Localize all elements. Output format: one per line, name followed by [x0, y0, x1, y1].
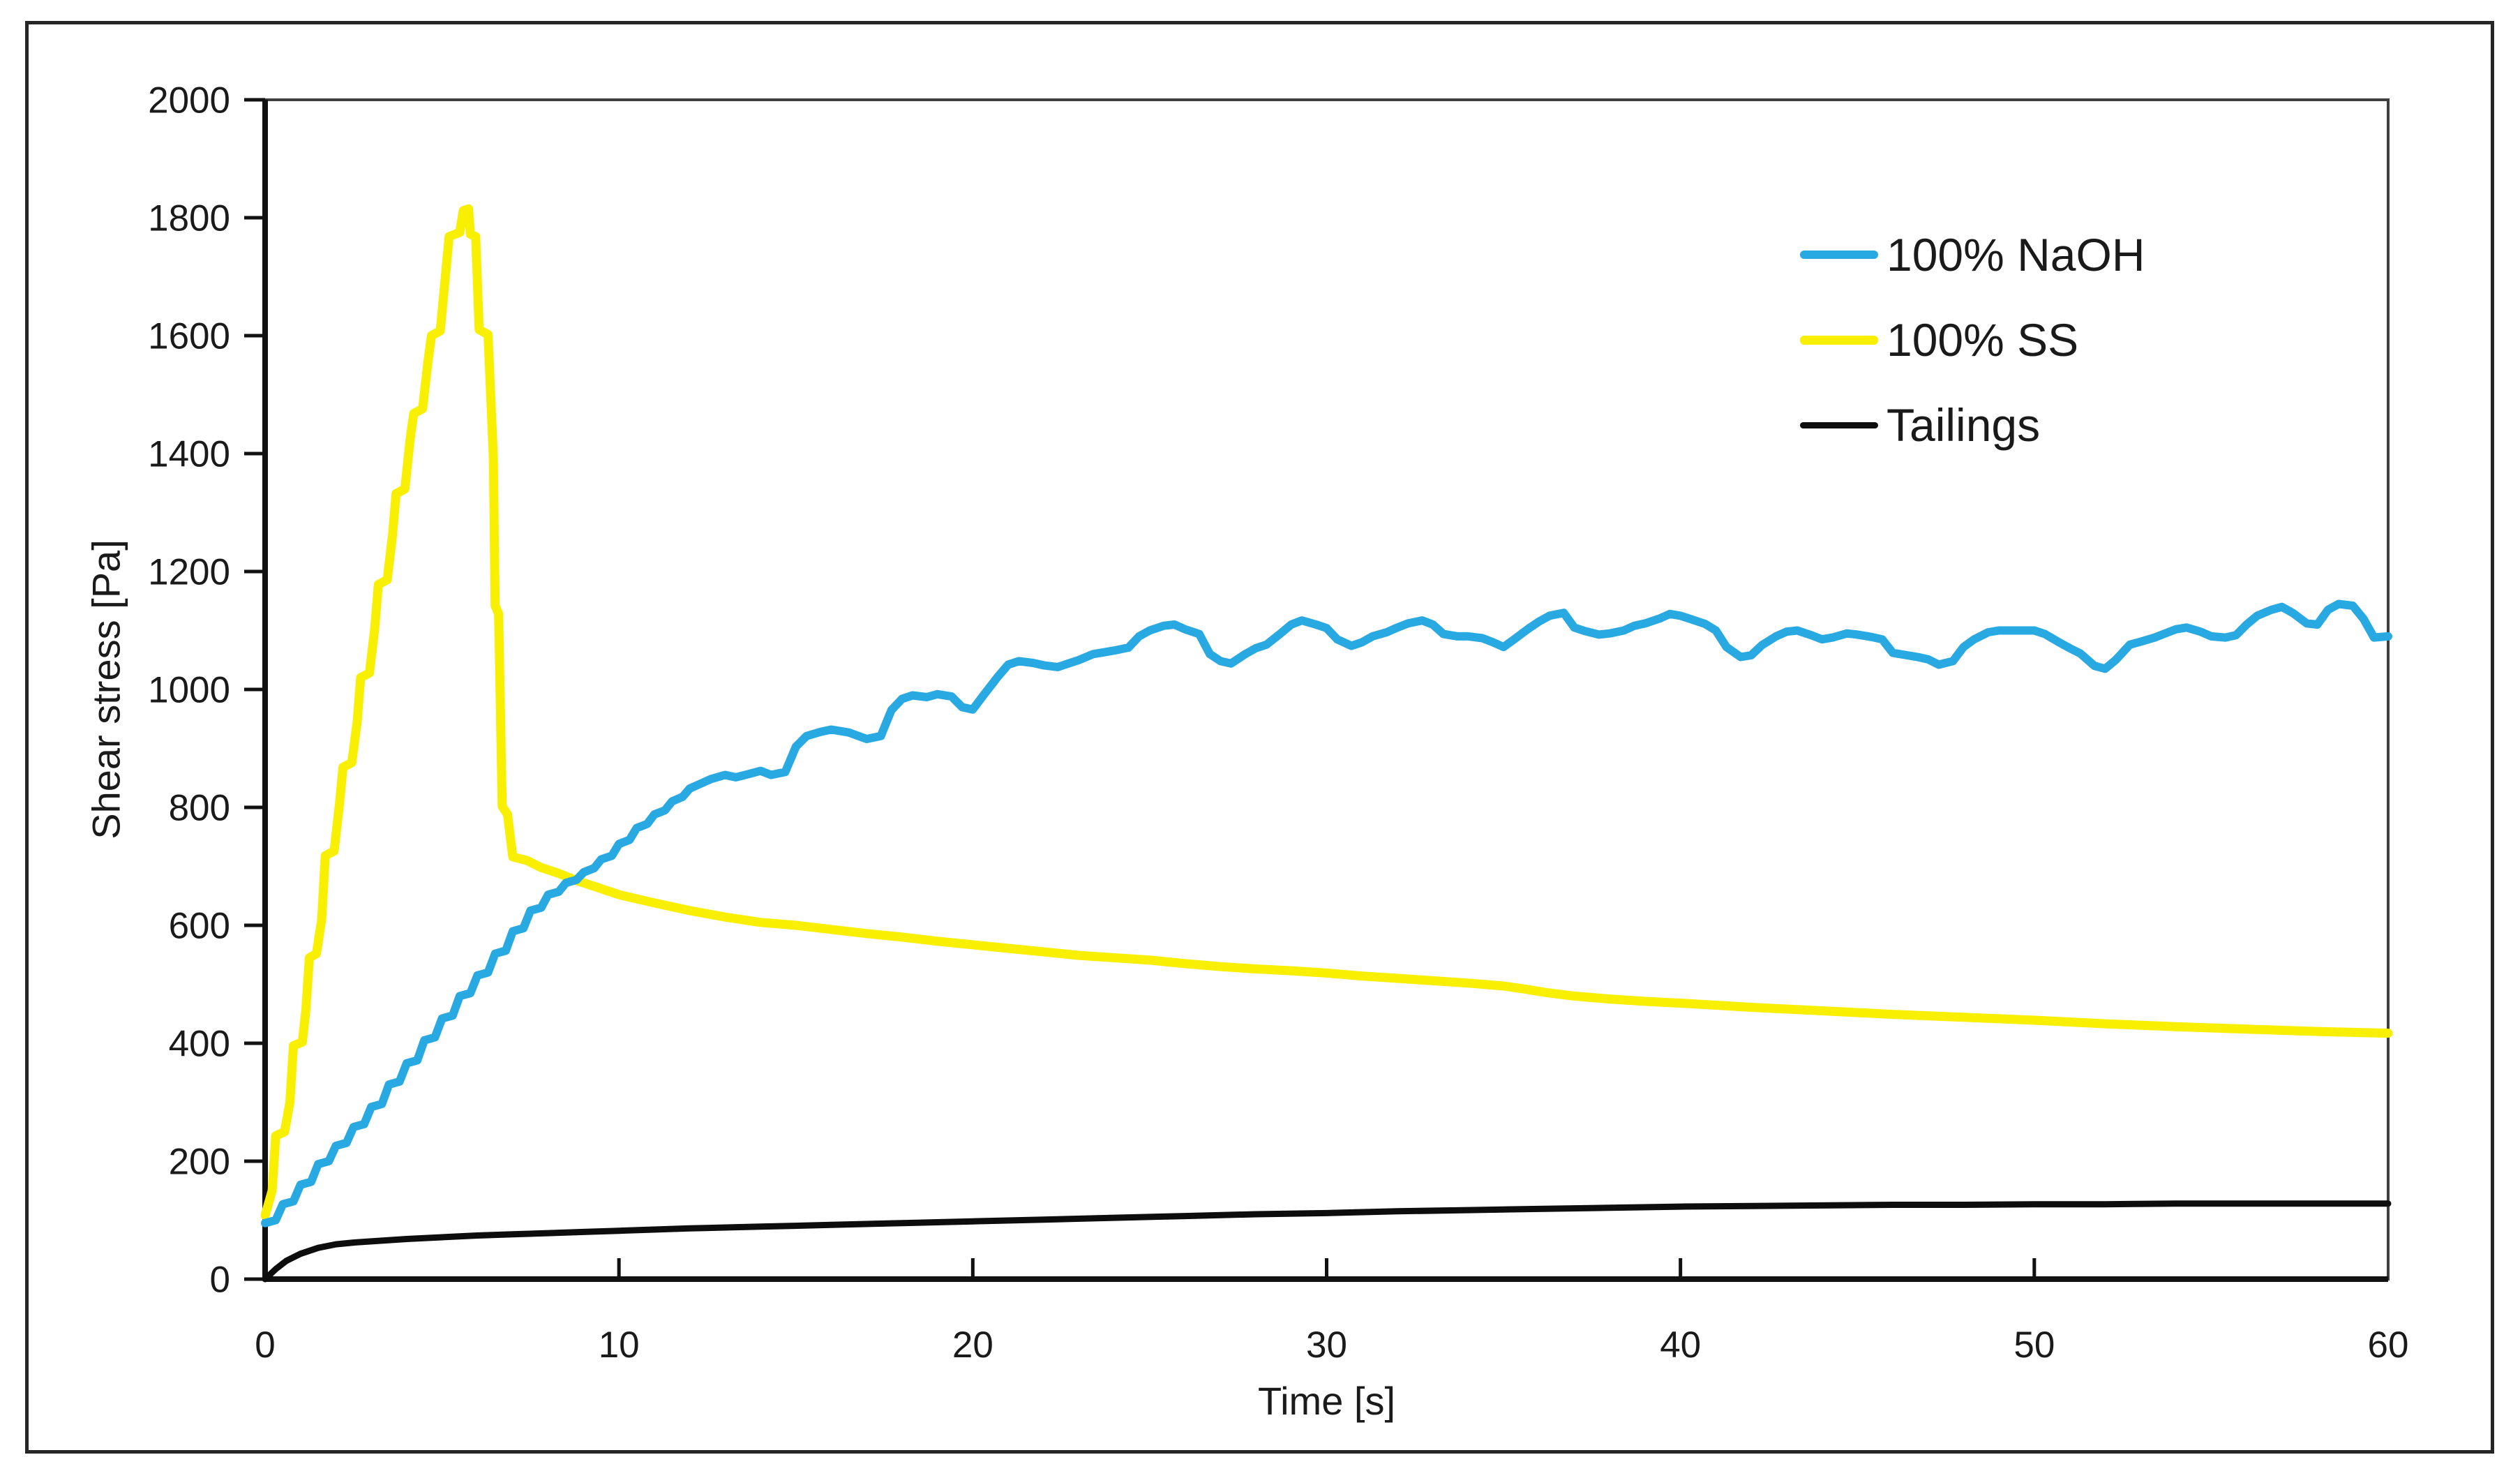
- y-tick-label: 1200: [148, 552, 230, 593]
- x-tick-label: 30: [1306, 1324, 1347, 1366]
- x-axis-title: Time [s]: [1257, 1379, 1396, 1423]
- x-tick-label: 0: [255, 1324, 275, 1366]
- x-tick-label: 50: [2013, 1324, 2055, 1366]
- 100-ss-line: [260, 204, 2393, 1221]
- legend-label-tailings: Tailings: [1887, 399, 2041, 451]
- x-tick-label: 60: [2368, 1324, 2409, 1366]
- y-tick-label: 400: [169, 1024, 230, 1065]
- tailings-line: [262, 1200, 2392, 1283]
- legend-swatch-tailings-line: [1800, 421, 1878, 428]
- legend-label-naoh: 100% NaOH: [1887, 229, 2145, 281]
- y-tick-label: 2000: [148, 80, 230, 121]
- y-tick-label: 1600: [148, 316, 230, 357]
- y-tick-label: 0: [210, 1260, 230, 1301]
- legend-swatch-ss-line: [1800, 335, 1878, 345]
- y-tick-label: 1400: [148, 434, 230, 475]
- y-tick-label: 800: [169, 788, 230, 829]
- 100-naoh-line: [261, 599, 2392, 1227]
- x-tick-label: 10: [599, 1324, 640, 1366]
- y-tick-label: 600: [169, 906, 230, 947]
- y-tick-label: 1800: [148, 198, 230, 239]
- x-tick-label: 20: [952, 1324, 993, 1366]
- legend-label-ss: 100% SS: [1887, 314, 2079, 366]
- legend-item-tailings: Tailings: [1800, 382, 2145, 468]
- y-axis-title: Shear stress [Pa]: [84, 539, 128, 839]
- x-tick-label: 40: [1660, 1324, 1701, 1366]
- legend-item-ss: 100% SS: [1800, 297, 2145, 382]
- y-tick-label: 1000: [148, 670, 230, 711]
- legend: 100% NaOH 100% SS Tailings: [1800, 212, 2145, 468]
- legend-item-naoh: 100% NaOH: [1800, 212, 2145, 297]
- legend-swatch-naoh-line: [1800, 251, 1878, 259]
- y-tick-label: 200: [169, 1142, 230, 1183]
